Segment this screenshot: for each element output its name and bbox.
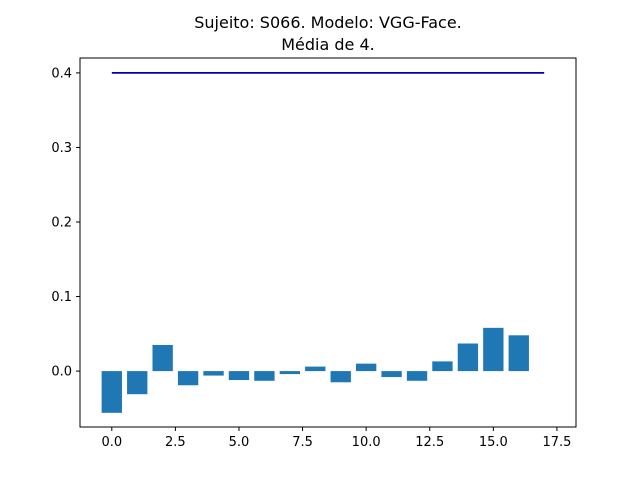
bar-14 xyxy=(457,343,479,372)
x-tick-label: 12.5 xyxy=(415,435,444,450)
bar-7 xyxy=(279,371,301,375)
bars-group xyxy=(101,327,529,413)
bar-5 xyxy=(228,371,250,381)
x-tick-label: 15.0 xyxy=(479,435,508,450)
bar-1 xyxy=(127,371,148,395)
bar-2 xyxy=(152,345,173,372)
y-tick-label: 0.3 xyxy=(51,141,72,156)
x-tick-label: 17.5 xyxy=(542,435,571,450)
bar-4 xyxy=(203,371,224,376)
bar-15 xyxy=(483,327,504,372)
bar-9 xyxy=(330,371,351,383)
bar-0 xyxy=(101,371,122,413)
y-tick-label: 0.4 xyxy=(51,66,72,81)
bar-3 xyxy=(177,371,199,386)
bar-12 xyxy=(406,371,428,381)
bar-8 xyxy=(305,366,326,372)
chart-title-line-2: Média de 4. xyxy=(281,35,375,54)
x-axis-ticks: 0.0 2.5 5.0 7.5 10.0 12.5 15.0 17.5 xyxy=(101,427,571,450)
bar-6 xyxy=(254,371,275,381)
y-axis-ticks: 0.0 0.1 0.2 0.3 0.4 xyxy=(51,66,80,380)
x-tick-label: 10.0 xyxy=(352,435,381,450)
bar-10 xyxy=(355,363,377,372)
y-tick-label: 0.0 xyxy=(51,365,72,380)
y-tick-label: 0.2 xyxy=(51,216,72,231)
chart-title-line-1: Sujeito: S066. Modelo: VGG-Face. xyxy=(194,13,462,32)
bar-11 xyxy=(381,371,402,378)
bar-13 xyxy=(432,361,453,372)
x-tick-label: 7.5 xyxy=(292,435,313,450)
y-tick-label: 0.1 xyxy=(51,290,72,305)
bar-16 xyxy=(508,335,529,372)
x-tick-label: 0.0 xyxy=(101,435,122,450)
x-tick-label: 2.5 xyxy=(165,435,186,450)
x-tick-label: 5.0 xyxy=(229,435,250,450)
plot-frame xyxy=(79,57,577,428)
